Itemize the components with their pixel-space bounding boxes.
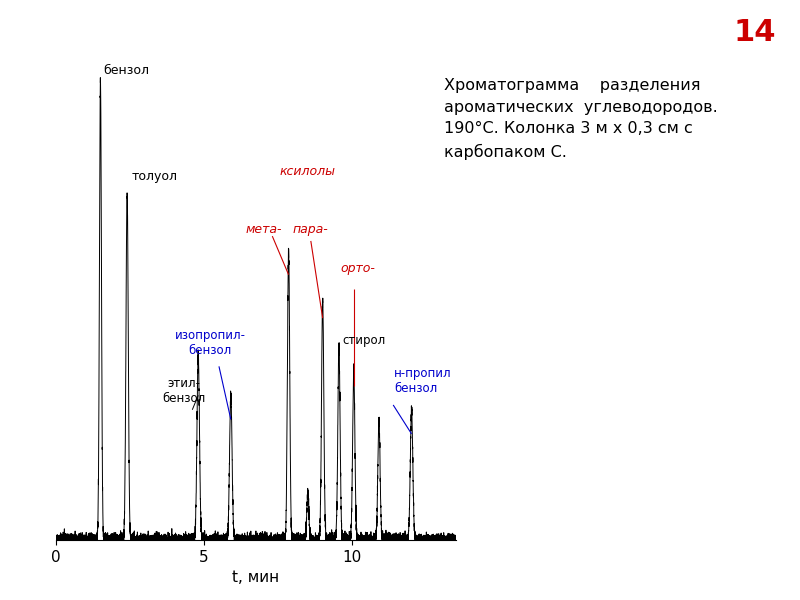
Text: изопропил-
бензол: изопропил- бензол bbox=[174, 329, 246, 357]
Text: стирол: стирол bbox=[342, 334, 385, 347]
Text: 14: 14 bbox=[734, 18, 776, 47]
Text: мета-: мета- bbox=[245, 223, 282, 236]
X-axis label: t, мин: t, мин bbox=[233, 570, 279, 585]
Text: пара-: пара- bbox=[293, 223, 329, 236]
Text: Хроматограмма    разделения
ароматических  углеводородов.
190°С. Колонка 3 м x 0: Хроматограмма разделения ароматических у… bbox=[444, 78, 718, 160]
Text: этил-
бензол: этил- бензол bbox=[162, 377, 205, 405]
Text: ксилолы: ксилолы bbox=[280, 165, 336, 178]
Text: толуол: толуол bbox=[131, 170, 178, 183]
Text: бензол: бензол bbox=[103, 64, 150, 77]
Text: н-пропил
бензол: н-пропил бензол bbox=[394, 367, 451, 395]
Text: орто-: орто- bbox=[341, 262, 376, 275]
